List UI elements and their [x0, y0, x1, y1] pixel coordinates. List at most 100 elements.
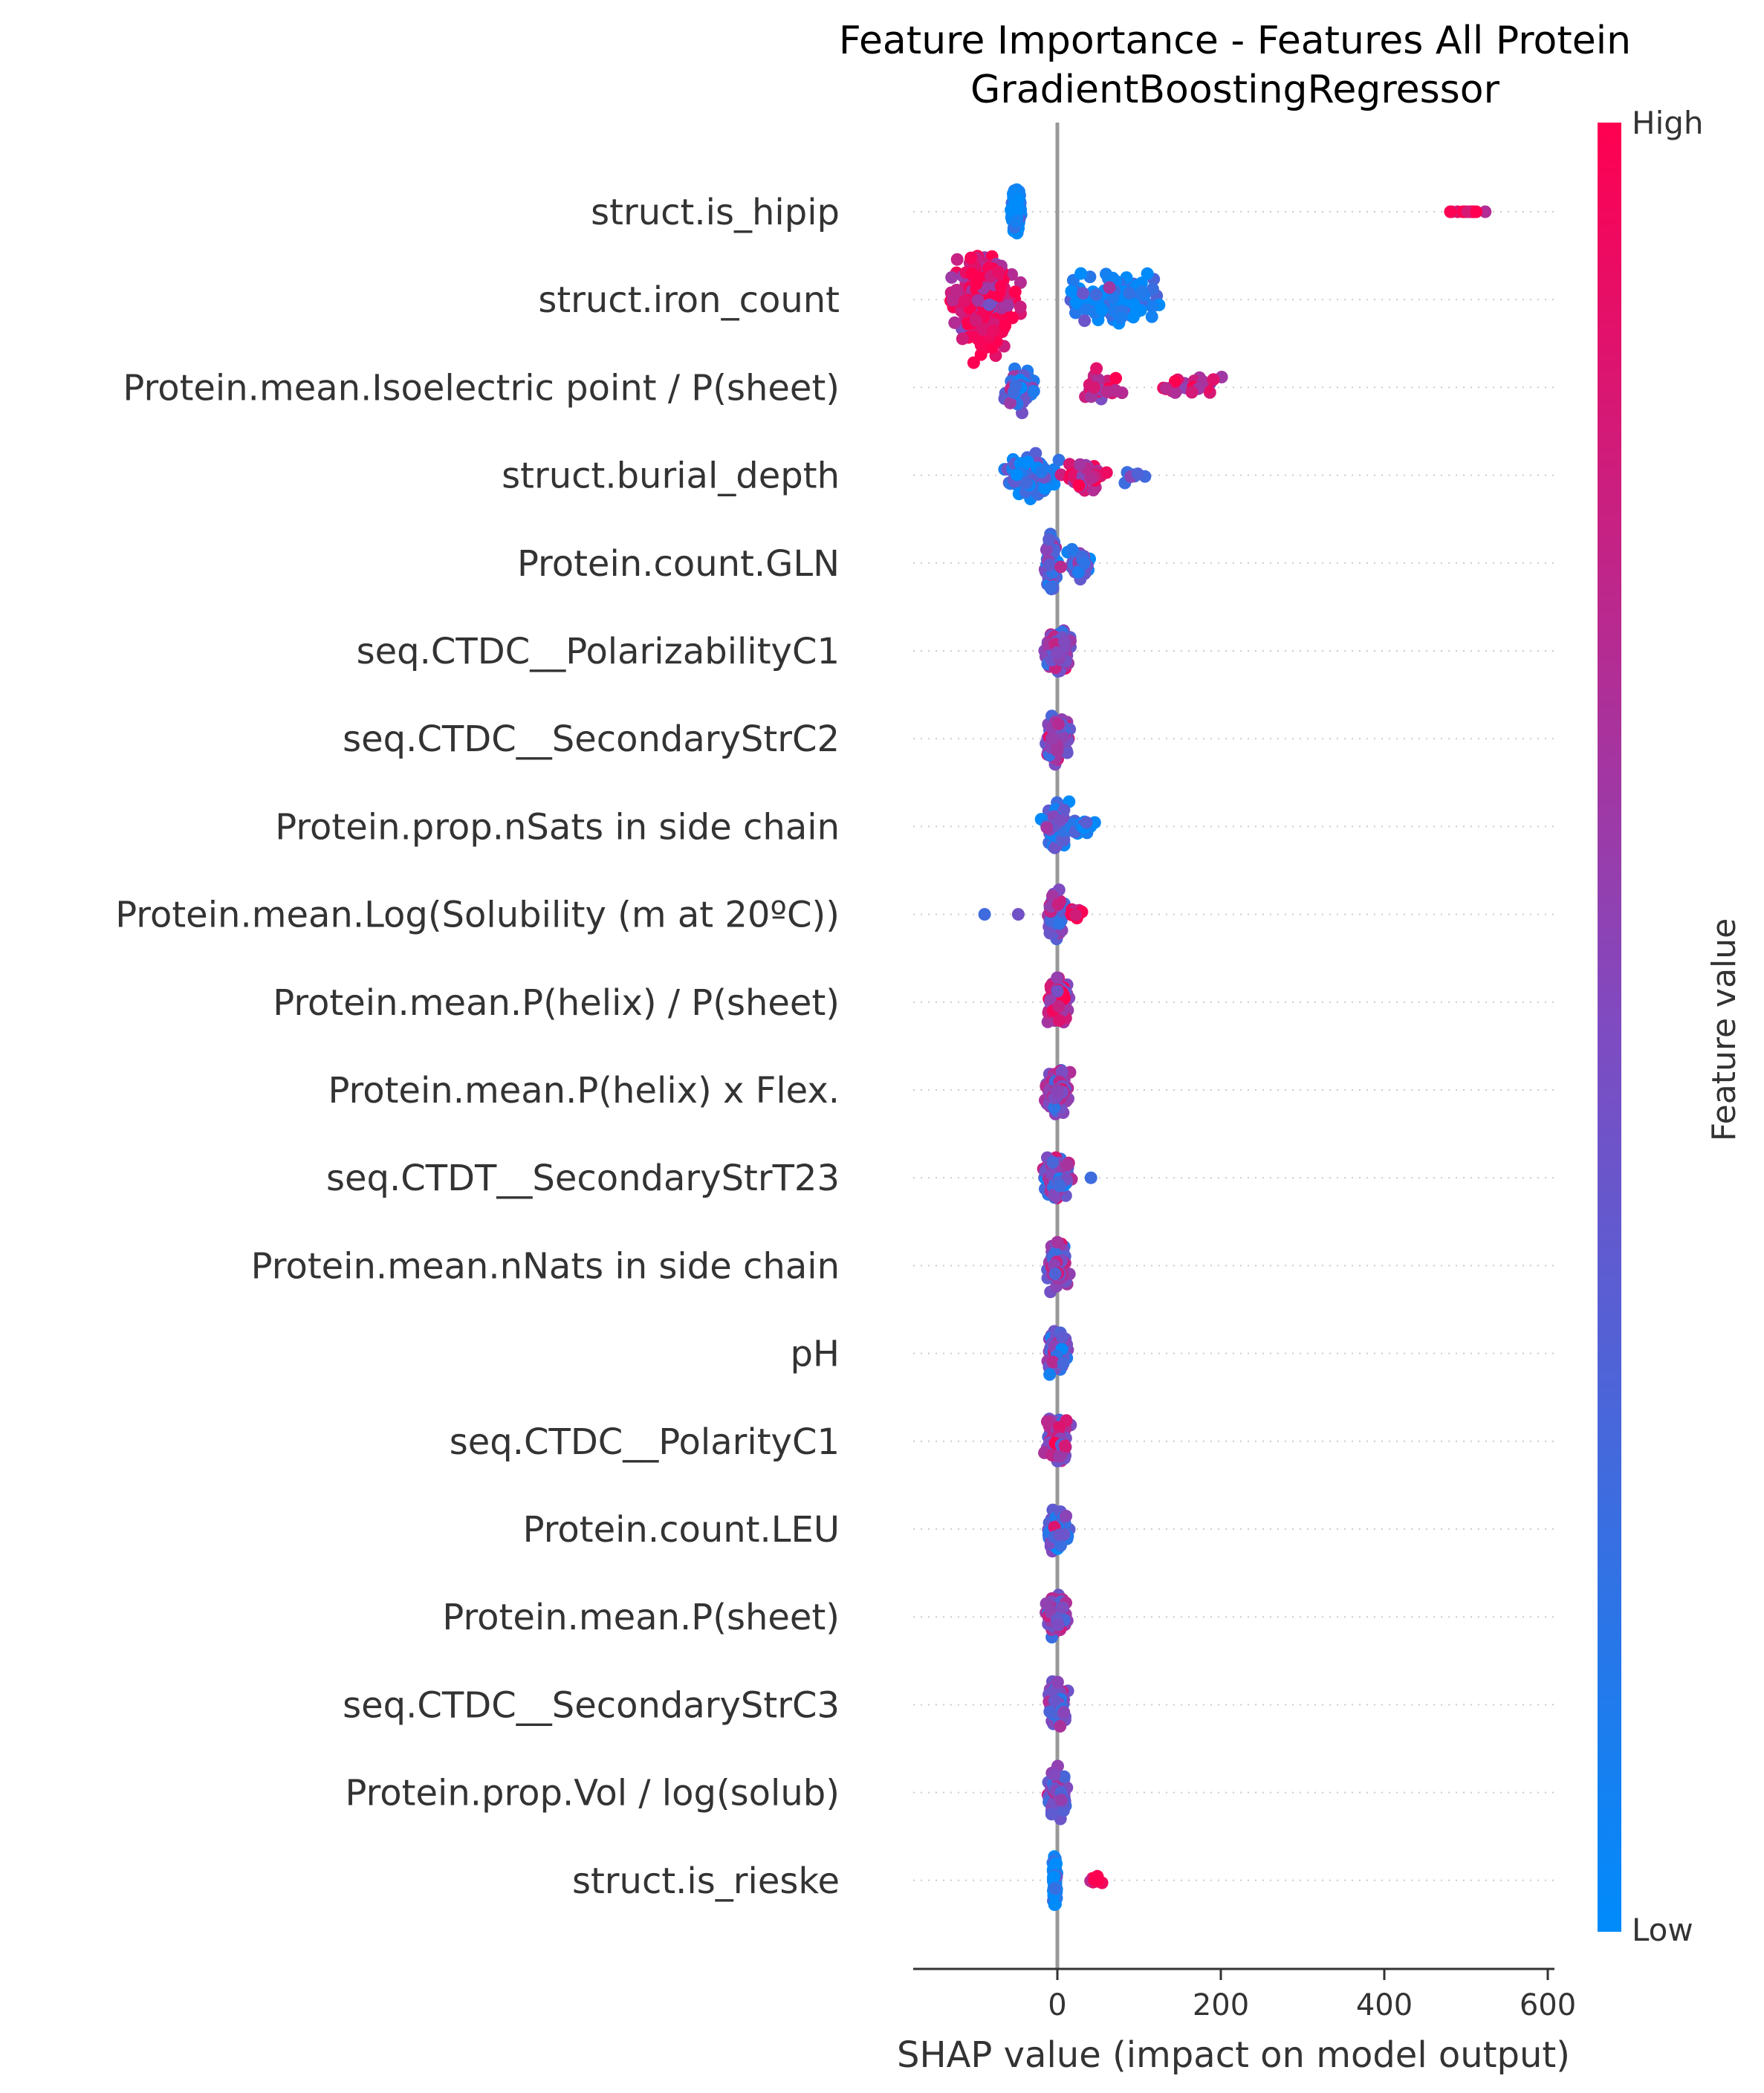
shap-point	[1029, 447, 1042, 460]
shap-point	[1051, 971, 1064, 984]
shap-point	[1054, 1539, 1067, 1552]
shap-point	[974, 339, 988, 352]
feature-label-protein-mean-nnats-in-side-chain: Protein.mean.nNats in side chain	[251, 1245, 840, 1287]
shap-point	[1058, 636, 1071, 649]
shap-point	[1043, 1368, 1057, 1381]
chart-title: Feature Importance - Features All Protei…	[839, 19, 1631, 63]
shap-point	[1008, 285, 1022, 299]
shap-point	[950, 283, 963, 296]
shap-point	[1051, 984, 1064, 998]
feature-label-protein-mean-isoelectric-point-p-sheet: Protein.mean.Isoelectric point / P(sheet…	[123, 367, 840, 409]
shap-point	[1048, 1882, 1061, 1895]
shap-point	[1048, 1768, 1061, 1782]
shap-point	[1135, 285, 1149, 298]
shap-point	[1048, 1267, 1062, 1280]
shap-point	[1141, 267, 1154, 280]
feature-label-seq-ctdc-secondarystrc2: seq.CTDC__SecondaryStrC2	[343, 718, 840, 760]
shap-point	[1057, 834, 1071, 846]
shap-point	[1146, 300, 1159, 314]
shap-point	[1060, 1158, 1074, 1172]
shap-point	[1043, 1705, 1057, 1719]
shap-point	[1185, 386, 1199, 399]
shap-point	[1001, 299, 1014, 312]
shap-point	[1010, 215, 1023, 228]
shap-point	[1048, 1898, 1061, 1911]
shap-point	[1109, 383, 1122, 397]
shap-point	[1072, 479, 1086, 492]
shap-point	[1055, 1065, 1069, 1079]
shap-point	[1056, 1331, 1069, 1344]
shap-point	[1038, 481, 1051, 495]
shap-point	[1048, 1189, 1061, 1202]
shap-point	[1071, 565, 1085, 579]
shap-point	[1044, 581, 1057, 594]
x-tick-label: 0	[1048, 1988, 1066, 2022]
shap-point	[956, 332, 969, 345]
shap-point	[971, 293, 985, 307]
feature-label-struct-burial-depth: struct.burial_depth	[502, 455, 840, 497]
shap-point	[976, 323, 990, 336]
shap-point	[1054, 560, 1068, 574]
feature-label-protein-prop-vol-log-solub: Protein.prop.Vol / log(solub)	[346, 1773, 840, 1814]
shap-point	[1051, 1236, 1064, 1249]
shap-point	[1115, 311, 1128, 325]
feature-label-protein-mean-p-helix-x-flex: Protein.mean.P(helix) x Flex.	[328, 1070, 840, 1112]
shap-point	[1063, 458, 1076, 471]
shap-point	[1045, 1808, 1058, 1821]
shap-point	[1004, 396, 1017, 409]
shap-point	[967, 330, 981, 343]
shap-point	[1057, 1705, 1071, 1719]
shap-point	[994, 279, 1008, 293]
shap-point	[1091, 1869, 1104, 1883]
shap-point	[1046, 1155, 1060, 1169]
x-tick-label: 400	[1356, 1988, 1413, 2022]
shap-point	[992, 265, 1005, 279]
shap-point	[947, 293, 959, 307]
shap-point	[1053, 917, 1066, 930]
shap-point	[1052, 453, 1066, 467]
shap-point	[1069, 908, 1083, 921]
feature-label-seq-ctdt-secondarystrt23: seq.CTDT__SecondaryStrT23	[326, 1158, 840, 1199]
shap-point	[1051, 744, 1064, 757]
shap-point	[1095, 303, 1109, 317]
shap-point	[987, 324, 1000, 337]
chart-subtitle: GradientBoostingRegressor	[970, 68, 1500, 112]
shap-point	[1040, 543, 1053, 556]
shap-point	[982, 298, 996, 311]
shap-point	[969, 314, 982, 327]
shap-point	[958, 295, 971, 308]
shap-point	[1054, 1794, 1068, 1807]
shap-point	[1067, 470, 1080, 483]
feature-label-struct-iron-count: struct.iron_count	[538, 279, 840, 321]
shap-point	[1040, 1415, 1054, 1428]
shap-point	[1123, 287, 1136, 300]
x-tick-label: 200	[1193, 1988, 1249, 2022]
shap-point	[1103, 281, 1116, 294]
shap-point	[945, 270, 959, 284]
colorbar-low-label: Low	[1632, 1912, 1693, 1948]
shap-point	[1058, 1439, 1071, 1453]
feature-label-ph: pH	[790, 1334, 840, 1375]
feature-labels: struct.is_hipip struct.iron_count Protein.…	[115, 192, 840, 1902]
shap-point	[1007, 386, 1020, 399]
shap-point	[1048, 1101, 1061, 1114]
feature-label-protein-mean-log-solubility-m-at-20-c: Protein.mean.Log(Solubility (m at 20ºC))	[115, 895, 840, 936]
shap-point	[1053, 1013, 1066, 1027]
shap-point	[1051, 718, 1065, 731]
shap-point	[1060, 746, 1074, 759]
shap-point	[1053, 1421, 1066, 1434]
shap-point	[1100, 466, 1113, 479]
shap-point	[1069, 296, 1083, 309]
feature-label-seq-ctdc-secondarystrc3: seq.CTDC__SecondaryStrC3	[343, 1684, 840, 1726]
shap-point	[1054, 814, 1067, 827]
shap-point	[1057, 1770, 1071, 1783]
shap-point	[978, 908, 991, 921]
shap-point	[1060, 1510, 1073, 1522]
feature-label-protein-mean-p-sheet: Protein.mean.P(sheet)	[442, 1597, 840, 1638]
shap-point	[1089, 288, 1103, 302]
feature-label-seq-ctdc-polarityc1: seq.CTDC__PolarityC1	[450, 1421, 840, 1463]
shap-point	[1470, 205, 1483, 218]
shap-point	[1106, 291, 1119, 305]
shap-point	[1051, 1675, 1064, 1689]
